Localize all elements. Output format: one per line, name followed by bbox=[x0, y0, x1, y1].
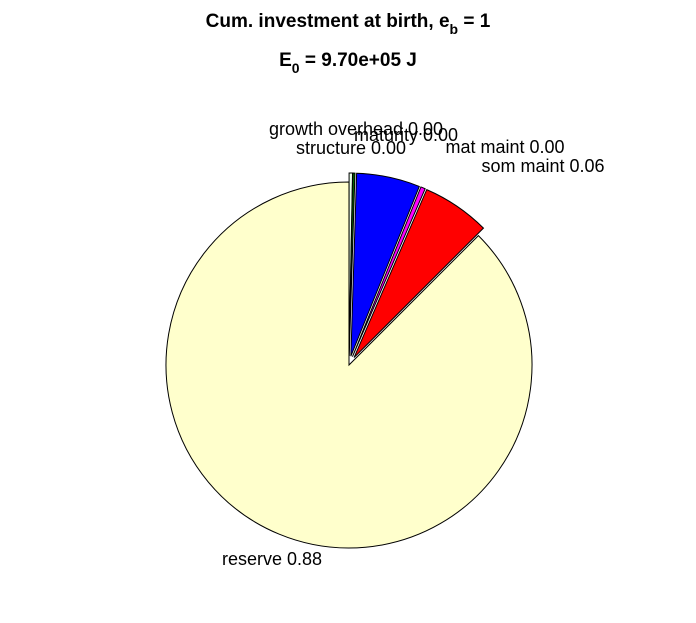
title-subscript: b bbox=[450, 21, 459, 37]
subtitle-tail: = 9.70e+05 J bbox=[300, 50, 417, 71]
pie-slice bbox=[165, 181, 533, 549]
title-tail: = 1 bbox=[458, 11, 491, 32]
pie-slice bbox=[352, 186, 426, 357]
slice-label: structure 0.00 bbox=[296, 138, 406, 158]
title-text: Cum. investment at birth, e bbox=[206, 11, 450, 32]
pie-slice bbox=[353, 188, 485, 358]
slice-label: maturity 0.00 bbox=[354, 125, 458, 145]
subtitle-text: E bbox=[279, 50, 292, 71]
chart-title: Cum. investment at birth, eb = 1 bbox=[206, 11, 491, 37]
subtitle-subscript: 0 bbox=[292, 60, 300, 76]
pie-slice bbox=[350, 172, 420, 357]
pie-slice bbox=[348, 172, 356, 357]
chart-subtitle: E0 = 9.70e+05 J bbox=[279, 50, 417, 76]
slice-label: reserve 0.88 bbox=[222, 549, 322, 569]
slice-label: mat maint 0.00 bbox=[445, 137, 564, 157]
slice-label: growth overhead 0.00 bbox=[269, 119, 443, 139]
slice-label: som maint 0.06 bbox=[481, 156, 604, 176]
